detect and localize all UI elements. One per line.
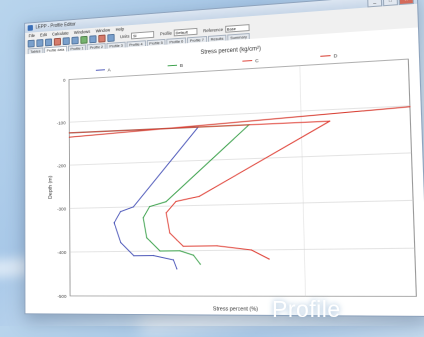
menu-item-help[interactable]: Help <box>116 27 124 32</box>
menu-item-edit[interactable]: Edit <box>40 32 47 37</box>
y-axis-label: Depth (m) <box>48 175 54 199</box>
series-line <box>69 127 200 269</box>
data-point <box>120 211 121 212</box>
plot-frame <box>69 59 416 296</box>
grid-line <box>300 66 306 297</box>
zoom-icon[interactable] <box>107 33 114 41</box>
data-point <box>193 255 194 256</box>
legend-swatch <box>168 65 177 66</box>
cut-icon[interactable] <box>54 37 61 45</box>
minimize-button[interactable]: _ <box>367 0 382 7</box>
save-icon[interactable] <box>45 38 52 46</box>
copy-icon[interactable] <box>63 37 70 45</box>
app-window: LEPP - Profile Editor _ □ x File Edit Ca… <box>24 0 424 317</box>
legend-label: A <box>108 67 112 73</box>
y-tick-label: -200 <box>57 163 66 169</box>
caption-text: Profile <box>272 296 341 323</box>
legend-label: C <box>255 58 259 65</box>
series-line <box>69 121 333 261</box>
grid-line <box>69 106 410 122</box>
run-icon[interactable] <box>80 35 87 43</box>
app-icon <box>28 25 33 31</box>
profile-chart[interactable]: 0 -100 -200 -300 -400 -500 Stress percent (kg/… <box>25 27 424 315</box>
y-tick-label: -300 <box>57 206 66 212</box>
series-line <box>69 125 251 265</box>
new-file-icon[interactable] <box>28 39 35 47</box>
menu-item-file[interactable]: File <box>29 33 35 38</box>
stop-icon[interactable] <box>98 34 105 42</box>
profile-label: Profile <box>160 31 172 37</box>
y-tick-label: -100 <box>57 120 66 126</box>
grid-line <box>69 153 411 165</box>
data-point <box>176 268 177 269</box>
open-folder-icon[interactable] <box>36 39 43 47</box>
y-tick-label: 0 <box>63 78 66 84</box>
units-label: Units <box>120 34 129 39</box>
chart-title: Stress percent (kg/cm²) <box>200 46 261 56</box>
y-tick-label: -400 <box>57 250 66 256</box>
data-point <box>173 259 174 260</box>
legend-swatch <box>242 61 252 62</box>
maximize-button[interactable]: □ <box>383 0 398 6</box>
legend-label: B <box>180 63 183 69</box>
legend-swatch <box>320 56 330 57</box>
y-tick-label: -500 <box>57 294 66 300</box>
paste-icon[interactable] <box>71 36 78 44</box>
data-point <box>200 264 201 265</box>
legend-swatch <box>96 70 105 71</box>
x-axis-label: Stress percent (%) <box>213 306 259 313</box>
chart-icon[interactable] <box>89 35 96 43</box>
grid-line <box>70 200 413 208</box>
chart-panel[interactable]: 0 -100 -200 -300 -400 -500 Stress percent (kg/… <box>25 27 424 315</box>
legend-label: D <box>334 53 338 60</box>
data-point <box>269 258 270 259</box>
reference-label: Reference <box>203 27 223 33</box>
grid-line <box>69 59 408 79</box>
